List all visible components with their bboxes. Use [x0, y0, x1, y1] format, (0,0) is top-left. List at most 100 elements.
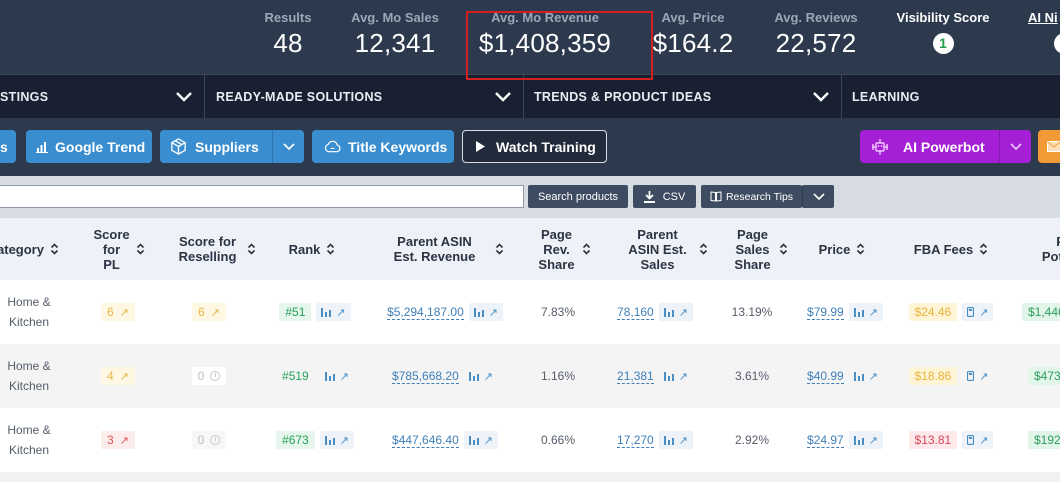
sales-link[interactable]: 21,381: [617, 368, 654, 384]
price-chart-button[interactable]: ↗: [849, 367, 883, 385]
arrow-up-right-icon: ↗: [868, 434, 878, 447]
rank-badge: #673: [276, 431, 315, 449]
fba-fee-badge: $13.81: [908, 431, 958, 449]
partial-left-button[interactable]: s: [0, 130, 16, 163]
rank-chart-button[interactable]: ↗: [316, 303, 351, 321]
google-trend-button[interactable]: Google Trend: [26, 130, 152, 163]
revenue-link[interactable]: $447,646.40: [392, 432, 459, 448]
bar-chart-icon: [663, 307, 674, 317]
arrow-up-right-icon: ↗: [678, 434, 688, 447]
column-header-score-pl[interactable]: Score for PL: [88, 218, 150, 280]
column-header-price[interactable]: Price: [812, 218, 872, 280]
watch-training-button[interactable]: Watch Training: [462, 130, 607, 163]
arrow-up-right-icon: ↗: [868, 370, 878, 383]
column-header-fba-fees[interactable]: FBA Fees: [908, 218, 994, 280]
price-link[interactable]: $40.99: [807, 368, 844, 384]
arrow-up-right-icon: ↗: [678, 370, 688, 383]
sales-link[interactable]: 17,270: [617, 432, 654, 448]
suppliers-button[interactable]: Suppliers: [160, 130, 304, 163]
rank-chart-button[interactable]: ↗: [319, 431, 354, 449]
nav-item-label: TRENDS & PRODUCT IDEAS: [534, 90, 712, 104]
revenue-chart-button[interactable]: ↗: [468, 303, 503, 321]
score-pl-badge[interactable]: 4 ↗: [101, 367, 135, 385]
column-header-page-sales-share[interactable]: Page Sales Share: [730, 218, 790, 280]
score-pl-badge[interactable]: 6 ↗: [101, 303, 135, 321]
revenue-link[interactable]: $5,294,187.00: [387, 304, 464, 320]
column-header-parent-asin-sales[interactable]: Parent ASIN Est. Sales: [620, 218, 710, 280]
revenue-chart-button[interactable]: ↗: [464, 367, 498, 385]
price-chart-button[interactable]: ↗: [848, 303, 883, 321]
column-header-parent-asin-revenue[interactable]: Parent ASIN Est. Revenue: [380, 218, 510, 280]
button-label: Research Tips: [725, 190, 794, 203]
nav-item-learning[interactable]: LEARNING: [842, 75, 1060, 119]
fba-calculator-button[interactable]: ↗: [962, 367, 993, 385]
search-products-button[interactable]: Search products: [528, 185, 628, 208]
rank-chart-button[interactable]: ↗: [320, 367, 354, 385]
research-tips-dropdown-toggle[interactable]: [802, 185, 834, 208]
robot-icon: [871, 138, 889, 156]
table-row[interactable]: Home & Kitchen 6 ↗ 6 ↗ #51 ↗ $5,294,187.00 ↗ …: [0, 280, 1060, 344]
sales-chart-button[interactable]: ↗: [658, 303, 693, 321]
revenue-link[interactable]: $785,668.20: [392, 368, 459, 384]
ai-powerbot-dropdown-toggle[interactable]: [999, 130, 1031, 163]
email-button[interactable]: [1038, 130, 1060, 163]
table-row[interactable]: Home & Kitchen 3 ↗ 0 #673 ↗ $447,646.40 ↗ 0.…: [0, 408, 1060, 472]
nav-item-label: LEARNING: [852, 90, 920, 104]
sort-icon: [699, 243, 707, 255]
score-reselling-badge[interactable]: 0: [191, 431, 227, 449]
column-label: Parent ASIN Est. Revenue: [393, 234, 476, 264]
research-tips-button[interactable]: Research Tips: [701, 185, 802, 208]
fba-calculator-button[interactable]: ↗: [962, 431, 994, 449]
chevron-down-icon: [812, 192, 825, 200]
column-header-profit-potential[interactable]: Pr Pote: [1036, 218, 1060, 280]
ai-niche-badge: [1054, 33, 1060, 54]
search-input[interactable]: [0, 185, 524, 208]
nav-item-listings[interactable]: STINGS: [0, 75, 205, 119]
visibility-score-badge[interactable]: 1: [932, 33, 954, 54]
price-link[interactable]: $79.99: [807, 304, 844, 320]
column-header-rank[interactable]: Rank: [280, 218, 344, 280]
page-sales-share-cell: 13.19%: [731, 305, 773, 319]
column-header-score-reselling[interactable]: Score for Reselling: [170, 218, 260, 280]
revenue-chart-button[interactable]: ↗: [463, 431, 498, 449]
sort-icon: [495, 243, 503, 255]
nav-item-trends-product-ideas[interactable]: TRENDS & PRODUCT IDEAS: [524, 75, 842, 119]
bar-chart-icon: [853, 307, 864, 317]
profit-potential-badge: $473,: [1028, 367, 1060, 385]
sales-link[interactable]: 78,160: [617, 304, 654, 320]
arrow-up-right-icon: ↗: [119, 370, 129, 383]
page-sales-share-cell: 3.61%: [734, 369, 770, 383]
suppliers-dropdown-toggle[interactable]: [272, 130, 304, 163]
category-cell: Home & Kitchen: [7, 359, 51, 393]
ai-niche-link[interactable]: AI Ni: [1028, 10, 1058, 25]
column-label: Price: [818, 241, 851, 257]
score-reselling-badge[interactable]: 6 ↗: [192, 303, 226, 321]
column-label: Rank: [288, 241, 321, 257]
calculator-icon: [967, 371, 975, 381]
fba-calculator-button[interactable]: ↗: [962, 303, 994, 321]
csv-button[interactable]: CSV: [633, 185, 696, 208]
column-header-category[interactable]: ategory: [0, 218, 66, 280]
fba-fee-badge: $24.46: [908, 303, 958, 321]
table-row[interactable]: Home & Kitchen 4 ↗ 0 #519 ↗ $785,668.20 ↗ 1.…: [0, 344, 1060, 408]
envelope-icon: [1047, 141, 1060, 152]
ai-powerbot-button[interactable]: AI Powerbot: [860, 130, 1031, 163]
stat-ai-niche[interactable]: AI Ni: [1028, 10, 1060, 59]
calculator-icon: [967, 435, 975, 445]
cloud-icon: [324, 140, 341, 153]
box-icon: [169, 137, 188, 156]
column-label: Score for PL: [93, 226, 130, 272]
sales-chart-button[interactable]: ↗: [658, 431, 693, 449]
title-keywords-button[interactable]: Title Keywords: [312, 130, 454, 163]
nav-item-ready-made-solutions[interactable]: READY-MADE SOLUTIONS: [205, 75, 524, 119]
book-icon: [710, 191, 722, 202]
score-pl-badge[interactable]: 3 ↗: [101, 431, 135, 449]
sort-icon: [327, 243, 335, 255]
price-link[interactable]: $24.97: [807, 432, 844, 448]
column-header-page-rev-share[interactable]: Page Rev. Share: [536, 218, 592, 280]
score-reselling-badge[interactable]: 0: [191, 367, 227, 385]
page-rev-share-cell: 7.83%: [540, 305, 576, 319]
sales-chart-button[interactable]: ↗: [659, 367, 693, 385]
button-label: Watch Training: [496, 138, 596, 155]
price-chart-button[interactable]: ↗: [848, 431, 883, 449]
